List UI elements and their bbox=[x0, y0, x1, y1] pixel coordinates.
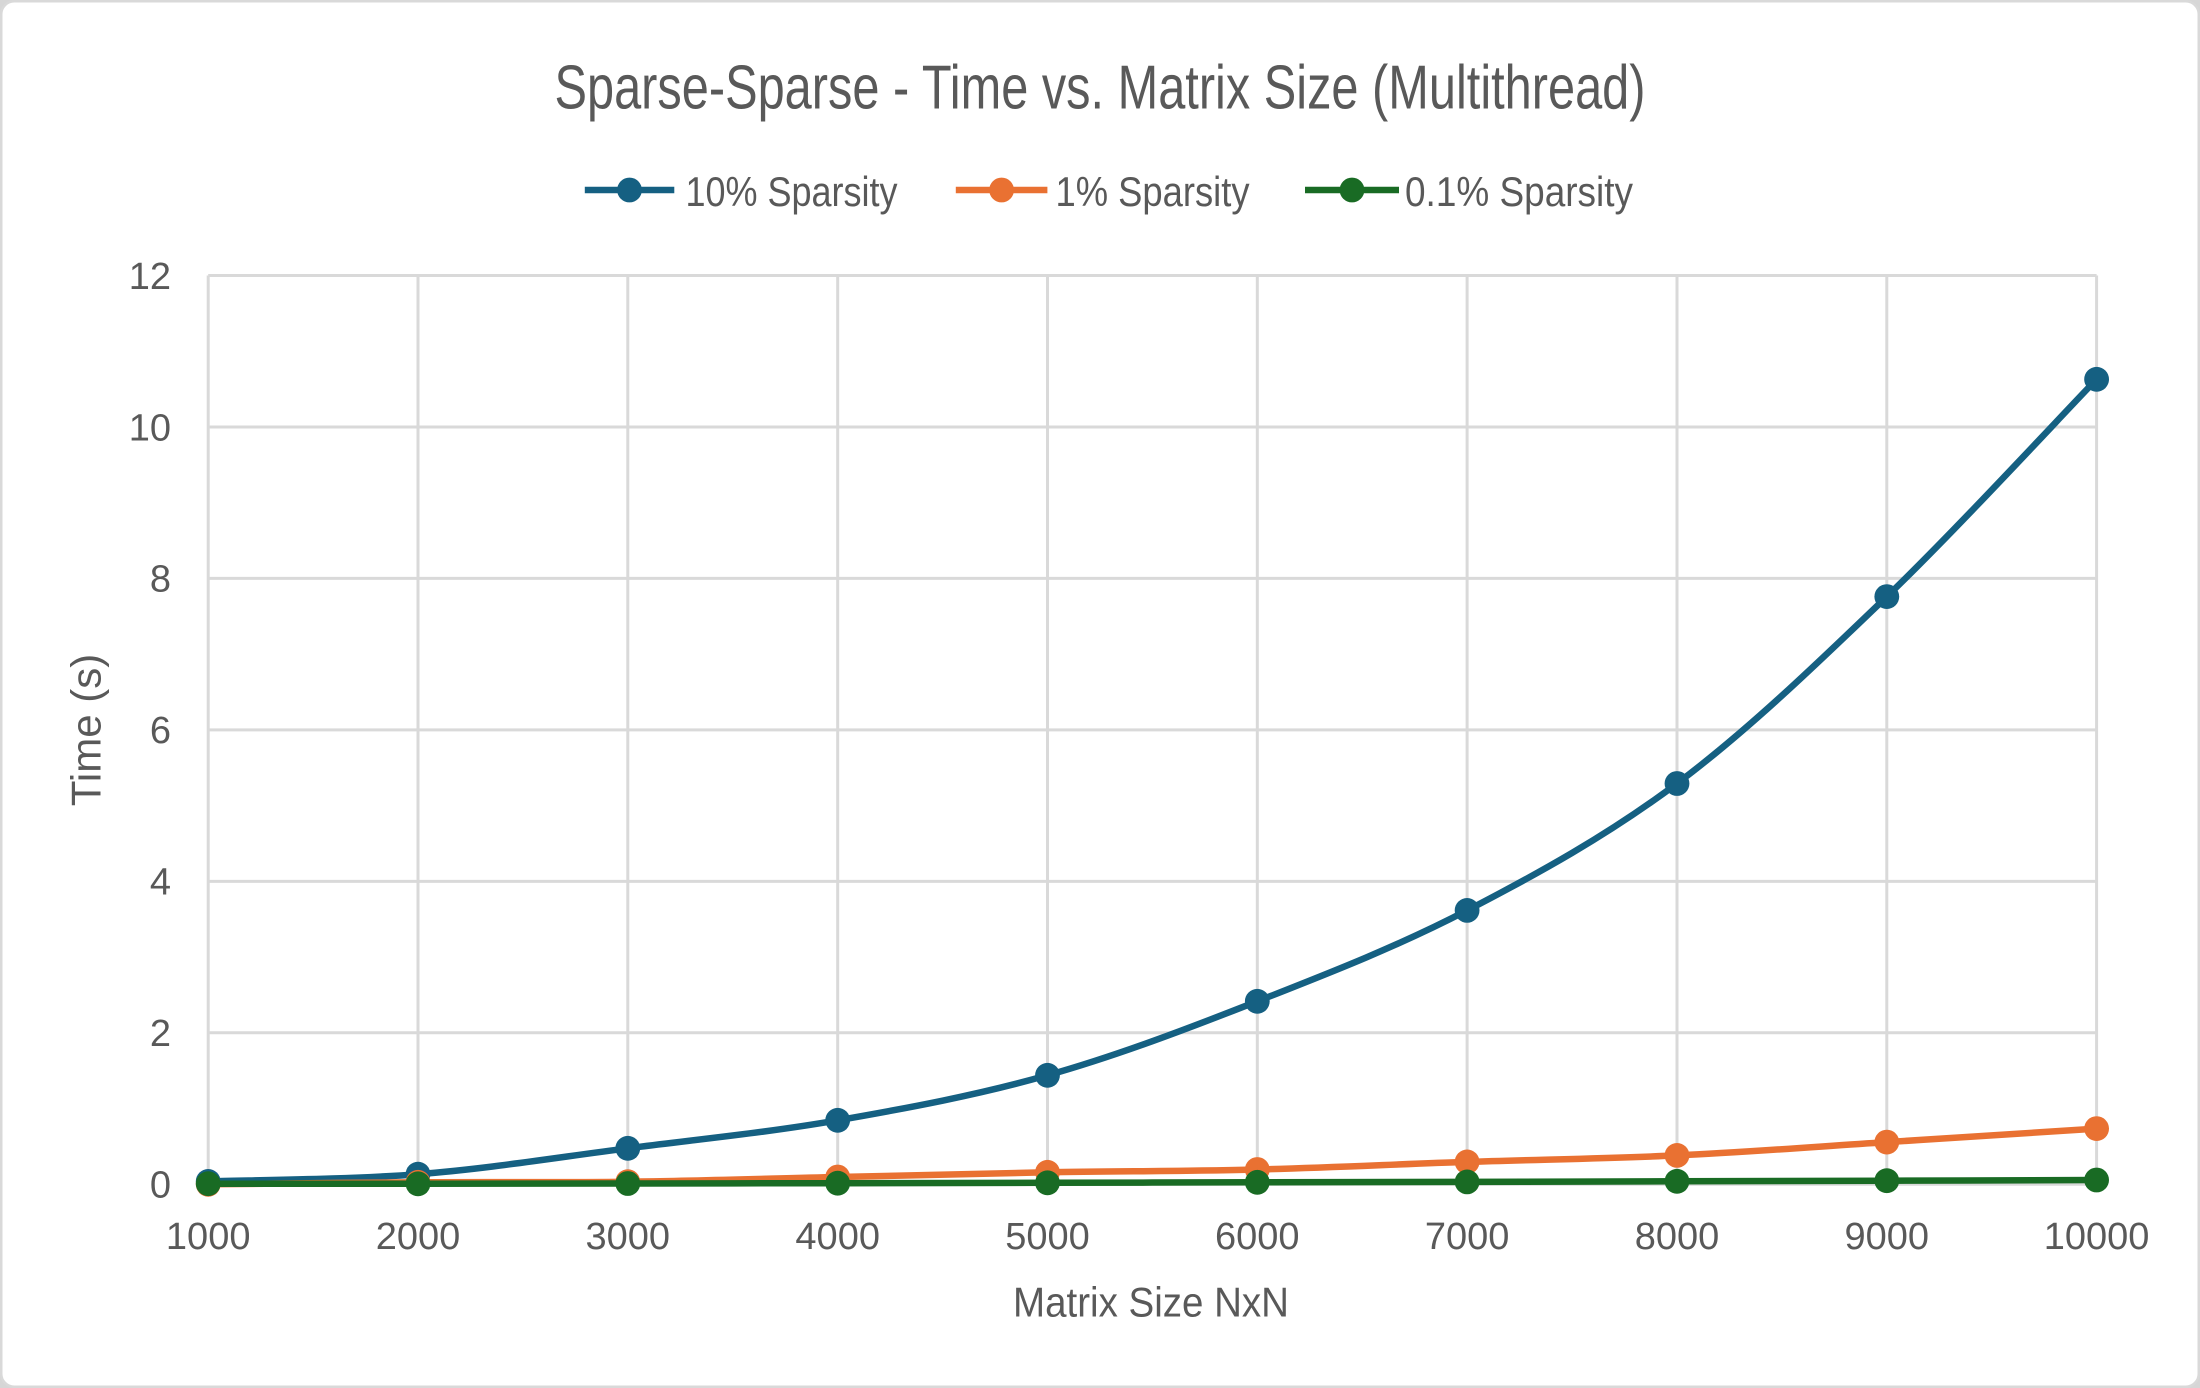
svg-text:6: 6 bbox=[150, 710, 171, 752]
svg-text:Sparse-Sparse - Time vs. Matri: Sparse-Sparse - Time vs. Matrix Size (Mu… bbox=[555, 54, 1646, 123]
svg-text:4: 4 bbox=[150, 862, 171, 904]
svg-text:Time (s): Time (s) bbox=[63, 654, 110, 806]
svg-text:1% Sparsity: 1% Sparsity bbox=[1056, 168, 1250, 215]
svg-text:2: 2 bbox=[150, 1013, 171, 1055]
svg-text:10: 10 bbox=[129, 407, 171, 449]
svg-text:8: 8 bbox=[150, 559, 171, 601]
svg-text:12: 12 bbox=[129, 256, 171, 298]
svg-text:0.1% Sparsity: 0.1% Sparsity bbox=[1405, 168, 1633, 215]
svg-text:7000: 7000 bbox=[1425, 1216, 1510, 1258]
svg-text:0: 0 bbox=[150, 1165, 171, 1207]
svg-text:4000: 4000 bbox=[795, 1216, 880, 1258]
svg-text:8000: 8000 bbox=[1635, 1216, 1720, 1258]
svg-text:5000: 5000 bbox=[1005, 1216, 1090, 1258]
svg-text:10% Sparsity: 10% Sparsity bbox=[686, 168, 898, 215]
svg-text:Matrix Size NxN: Matrix Size NxN bbox=[1013, 1278, 1289, 1325]
svg-text:10000: 10000 bbox=[2044, 1216, 2150, 1258]
svg-text:1000: 1000 bbox=[166, 1216, 251, 1258]
svg-text:3000: 3000 bbox=[586, 1216, 671, 1258]
svg-text:9000: 9000 bbox=[1845, 1216, 1930, 1258]
svg-text:6000: 6000 bbox=[1215, 1216, 1300, 1258]
svg-text:2000: 2000 bbox=[376, 1216, 461, 1258]
